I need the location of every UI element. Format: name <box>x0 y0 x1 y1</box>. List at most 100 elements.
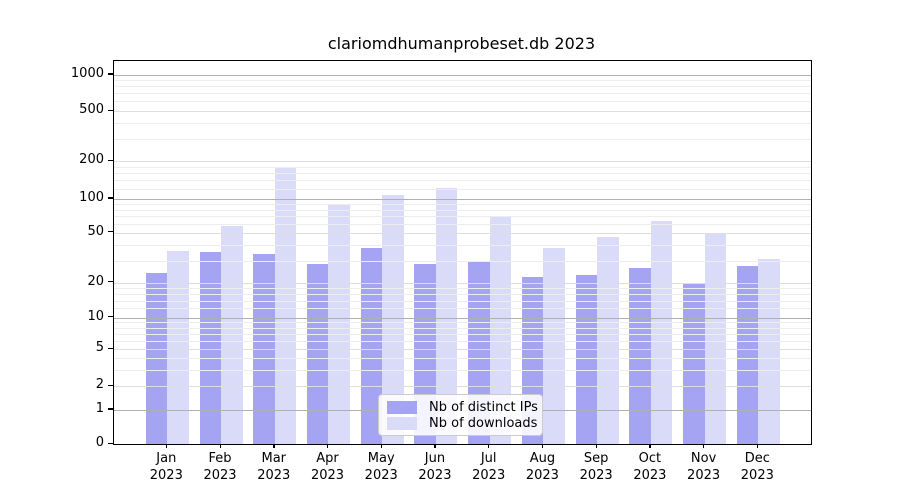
gridline-16 <box>114 293 811 295</box>
gridline-40 <box>114 244 811 246</box>
y-tick-1 <box>108 408 113 410</box>
y-tick-2 <box>108 384 113 386</box>
gridline-5 <box>114 349 811 351</box>
x-tick-feb <box>219 444 221 448</box>
y-tick-0 <box>108 442 113 444</box>
gridline-900 <box>114 80 811 82</box>
gridline-18 <box>114 288 811 289</box>
gridline-160 <box>114 173 811 175</box>
gridline-120 <box>114 188 811 190</box>
x-tick-jun <box>434 444 436 448</box>
legend-swatch-nb-of-downloads <box>387 417 417 430</box>
x-tick-label-jan: Jan 2023 <box>149 451 183 483</box>
x-tick-sep <box>595 444 597 448</box>
gridline-9 <box>114 322 811 324</box>
bar-nb-of-downloads-aug <box>543 247 565 444</box>
y-tick-10 <box>108 316 113 318</box>
bar-nb-of-distinct-ips-dec <box>736 266 759 444</box>
y-tick-5 <box>108 347 113 350</box>
gridline-60 <box>114 223 811 225</box>
bar-nb-of-downloads-mar <box>274 166 297 444</box>
y-tick-50 <box>108 231 113 233</box>
x-tick-label-dec: Dec 2023 <box>740 451 774 483</box>
bar-nb-of-downloads-jun <box>435 187 458 444</box>
chart-title: clariomdhumanprobeset.db 2023 <box>327 34 596 53</box>
gridline-90 <box>114 203 811 205</box>
bar-nb-of-distinct-ips-nov <box>683 282 705 444</box>
plot-area <box>113 60 812 445</box>
gridline-140 <box>114 180 811 182</box>
legend-label-nb-of-downloads: Nb of downloads <box>429 416 538 431</box>
y-tick-label-2: 2 <box>95 377 104 392</box>
gridline-2 <box>114 386 811 387</box>
y-tick-1000 <box>108 73 113 75</box>
gridline-14 <box>114 300 811 302</box>
bar-nb-of-distinct-ips-feb <box>199 252 222 444</box>
legend: Nb of distinct IPs Nb of downloads <box>378 394 543 436</box>
x-tick-jul <box>488 444 490 448</box>
bar-nb-of-distinct-ips-sep <box>575 275 598 444</box>
bar-nb-of-downloads-may <box>382 194 404 444</box>
y-tick-500 <box>108 109 113 111</box>
gridline-4 <box>114 358 811 360</box>
y-tick-label-500: 500 <box>79 102 104 118</box>
x-tick-label-oct: Oct 2023 <box>633 451 667 483</box>
gridline-300 <box>114 138 811 140</box>
x-tick-label-jun: Jun 2023 <box>418 451 452 483</box>
bar-nb-of-downloads-feb <box>221 226 243 444</box>
gridline-50 <box>114 232 811 234</box>
x-tick-nov <box>703 444 705 448</box>
gridline-600 <box>114 101 811 103</box>
x-tick-jan <box>165 444 168 448</box>
y-tick-label-0: 0 <box>95 435 104 450</box>
gridline-80 <box>114 209 811 211</box>
y-tick-label-10: 10 <box>87 308 104 324</box>
bar-nb-of-downloads-nov <box>704 233 727 444</box>
x-tick-may <box>380 444 383 448</box>
gridline-400 <box>114 123 811 125</box>
bar-nb-of-downloads-oct <box>650 221 673 444</box>
y-tick-label-5: 5 <box>95 340 104 356</box>
gridline-20 <box>114 282 811 284</box>
bar-nb-of-downloads-jul <box>489 216 512 444</box>
legend-swatch-nb-of-distinct-ips <box>387 401 417 414</box>
y-tick-20 <box>108 281 113 283</box>
y-tick-label-100: 100 <box>79 189 104 205</box>
y-tick-label-1: 1 <box>95 400 104 416</box>
bar-nb-of-distinct-ips-apr <box>306 264 329 444</box>
y-tick-label-1000: 1000 <box>70 65 104 81</box>
gridline-12 <box>114 308 811 310</box>
gridline-8 <box>114 327 811 329</box>
gridline-700 <box>114 93 811 95</box>
x-tick-label-jul: Jul 2023 <box>472 451 506 483</box>
x-tick-aug <box>541 444 544 448</box>
x-tick-label-sep: Sep 2023 <box>579 451 613 483</box>
legend-item-nb-of-distinct-ips: Nb of distinct IPs <box>387 400 538 415</box>
legend-item-nb-of-downloads: Nb of downloads <box>387 416 538 431</box>
bar-nb-of-downloads-apr <box>328 204 350 444</box>
gridline-70 <box>114 216 811 218</box>
x-tick-label-feb: Feb 2023 <box>203 451 237 483</box>
gridline-100 <box>114 198 811 200</box>
bar-nb-of-distinct-ips-oct <box>629 268 651 444</box>
gridline-1000 <box>114 74 811 76</box>
x-tick-oct <box>649 444 651 448</box>
y-tick-label-50: 50 <box>87 223 104 239</box>
x-tick-mar <box>273 444 275 448</box>
bar-nb-of-downloads-dec <box>758 258 780 444</box>
x-tick-dec <box>756 444 759 448</box>
x-tick-label-aug: Aug 2023 <box>525 451 559 483</box>
y-tick-label-20: 20 <box>87 273 104 289</box>
y-tick-200 <box>108 159 113 161</box>
bar-nb-of-downloads-jan <box>167 250 189 444</box>
gridline-30 <box>114 260 811 262</box>
gridline-500 <box>114 111 811 113</box>
gridline-10 <box>114 317 811 319</box>
gridline-7 <box>114 333 811 335</box>
gridline-180 <box>114 166 811 168</box>
gridline-6 <box>114 341 811 342</box>
y-tick-100 <box>108 197 113 199</box>
x-tick-label-may: May 2023 <box>364 451 398 483</box>
x-tick-label-mar: Mar 2023 <box>257 451 291 483</box>
